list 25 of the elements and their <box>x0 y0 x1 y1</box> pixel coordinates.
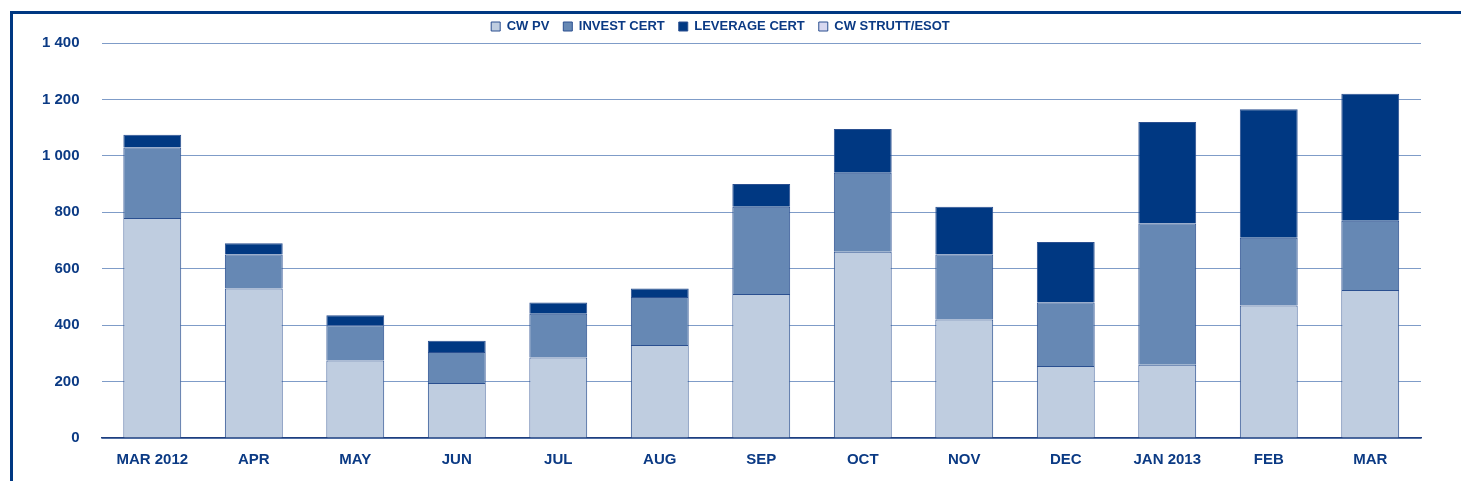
x-tick-label: APR <box>237 450 270 468</box>
y-tick-label: 1 200 <box>41 89 80 107</box>
y-tick-label: 600 <box>54 258 80 276</box>
y-tick-label: 0 <box>71 428 80 446</box>
x-tick-label: MAR 2012 <box>116 450 189 468</box>
x-tick-label: JAN 2013 <box>1133 450 1202 468</box>
x-tick-label: JUN <box>441 450 472 468</box>
x-tick-label: NOV <box>948 450 981 468</box>
y-tick-label: 400 <box>54 315 80 333</box>
x-tick-label: AUG <box>643 450 677 468</box>
y-tick-label: 800 <box>54 202 80 220</box>
x-tick-label: SEP <box>746 450 777 468</box>
legend-label: LEVERAGE CERT <box>694 18 805 34</box>
legend-label: CW PV <box>506 18 550 34</box>
x-tick-label: DEC <box>1049 450 1082 468</box>
y-tick-label: 1 000 <box>41 146 80 163</box>
x-tick-label: MAY <box>339 450 372 468</box>
x-tick-label: JUL <box>544 450 573 468</box>
y-tick-label: 200 <box>54 371 80 389</box>
x-tick-label: FEB <box>1253 450 1284 468</box>
y-tick-label: 1 400 <box>41 33 80 51</box>
x-tick-label: OCT <box>846 450 879 468</box>
x-tick-label: MAR <box>1353 450 1388 468</box>
legend-label: CW STRUTT/ESOT <box>834 18 950 34</box>
legend-label: INVEST CERT <box>578 18 665 34</box>
